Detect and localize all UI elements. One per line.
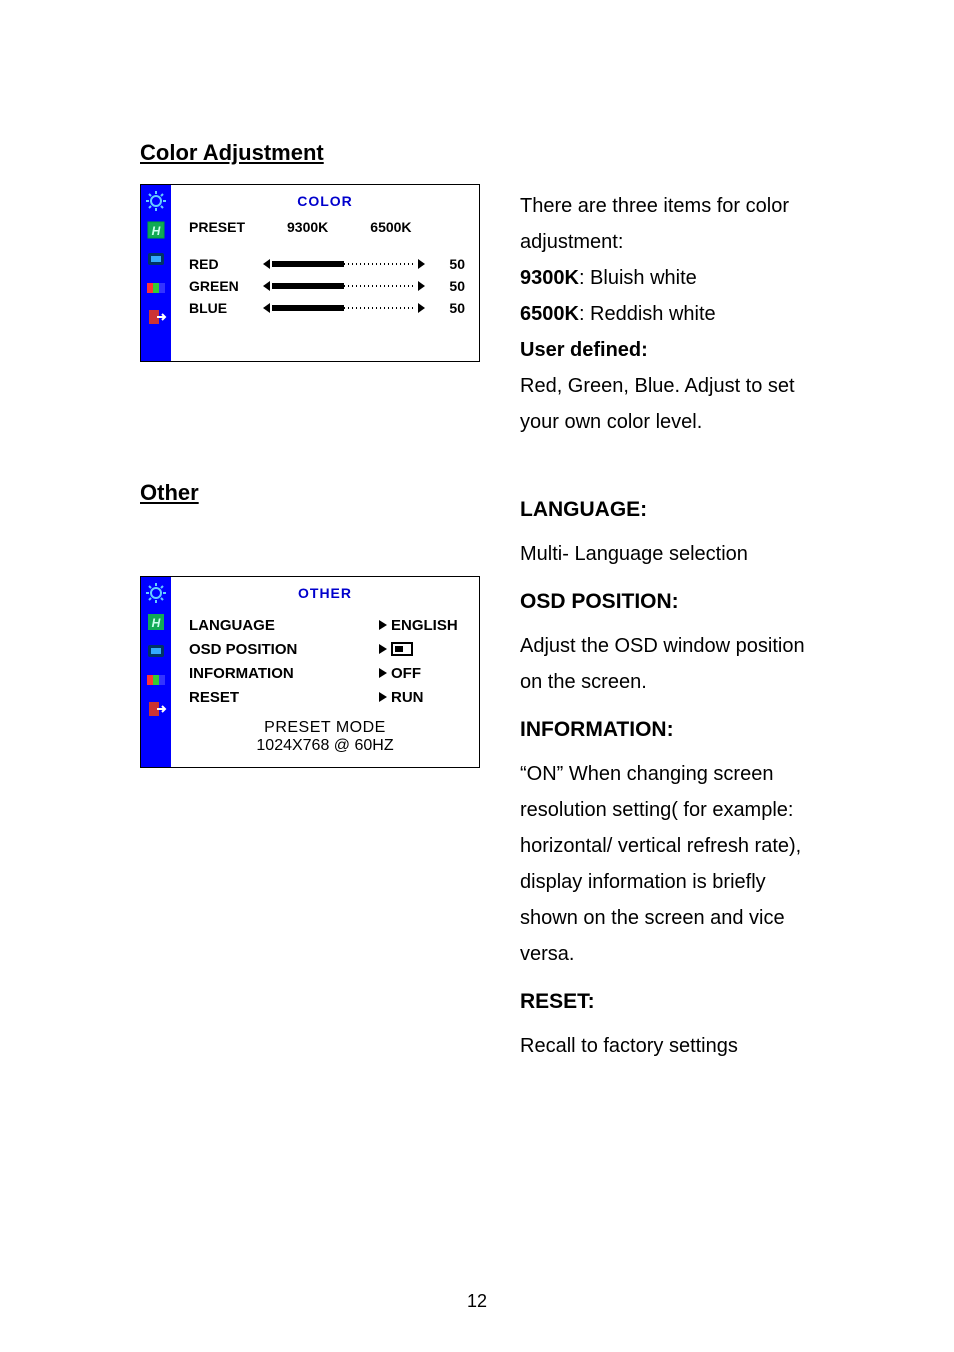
color-rgb-icon[interactable] <box>143 275 169 301</box>
k1-text: : Bluish white <box>579 267 697 289</box>
rgb-sliders: RED 50 GREEN <box>171 247 479 333</box>
osd-color-panel: H COLOR PRESET 9300K <box>140 184 480 362</box>
text-reset: Recall to factory settings <box>520 1028 824 1064</box>
text-information: “ON” When changing screen resolution set… <box>520 756 824 972</box>
chevron-right-icon[interactable] <box>418 259 425 269</box>
geometry-icon[interactable] <box>143 638 169 664</box>
image-icon[interactable]: H <box>143 609 169 635</box>
k2-text: : Reddish white <box>579 303 716 325</box>
heading-other: Other <box>140 480 480 506</box>
svg-text:H: H <box>152 224 161 238</box>
head-reset: RESET: <box>520 982 824 1022</box>
slider-bar[interactable] <box>272 261 416 267</box>
value-green: 50 <box>435 278 465 294</box>
text-language: Multi- Language selection <box>520 536 824 572</box>
row-osd-position[interactable]: OSD POSITION <box>189 637 463 661</box>
head-language: LANGUAGE: <box>520 490 824 530</box>
osd-title-color: COLOR <box>171 185 479 215</box>
row-reset[interactable]: RESET RUN <box>189 685 463 709</box>
slider-green[interactable]: GREEN 50 <box>189 275 465 297</box>
chevron-right-icon <box>379 692 387 702</box>
k1-label: 9300K <box>520 267 579 289</box>
brightness-icon[interactable] <box>143 580 169 606</box>
preset-mode-label: PRESET MODE <box>171 719 479 737</box>
slider-control[interactable] <box>263 259 425 269</box>
color-rgb-icon[interactable] <box>143 667 169 693</box>
slider-blue[interactable]: BLUE 50 <box>189 297 465 319</box>
geometry-icon[interactable] <box>143 246 169 272</box>
svg-text:H: H <box>152 616 161 630</box>
other-description: LANGUAGE: Multi- Language selection OSD … <box>520 480 824 1064</box>
chevron-right-icon <box>379 668 387 678</box>
row-language[interactable]: LANGUAGE ENGLISH <box>189 613 463 637</box>
chevron-left-icon[interactable] <box>263 259 270 269</box>
value-reset: RUN <box>391 689 424 706</box>
preset-6500k[interactable]: 6500K <box>370 219 411 235</box>
slider-bar[interactable] <box>272 283 416 289</box>
section-other: Other H <box>140 480 824 1064</box>
brightness-icon[interactable] <box>143 188 169 214</box>
slider-red[interactable]: RED 50 <box>189 253 465 275</box>
osd-sidebar: H <box>141 577 171 767</box>
value-blue: 50 <box>435 300 465 316</box>
preset-9300k[interactable]: 9300K <box>287 219 328 235</box>
head-information: INFORMATION: <box>520 710 824 750</box>
preset-mode-block: PRESET MODE 1024X768 @ 60HZ <box>171 713 479 765</box>
osd-body: COLOR PRESET 9300K 6500K RED <box>171 185 479 361</box>
label-red: RED <box>189 256 253 272</box>
exit-icon[interactable] <box>143 304 169 330</box>
slider-control[interactable] <box>263 303 425 313</box>
label-information: INFORMATION <box>189 665 379 682</box>
chevron-right-icon <box>379 620 387 630</box>
slider-control[interactable] <box>263 281 425 291</box>
osd-title-other: OTHER <box>171 577 479 607</box>
left-col-other: Other H <box>140 480 480 768</box>
exit-icon[interactable] <box>143 696 169 722</box>
osd-color-panel-wrap: H COLOR PRESET 9300K <box>140 184 480 362</box>
heading-color-adjustment: Color Adjustment <box>140 140 824 166</box>
position-icon <box>391 642 413 656</box>
section-color-adjustment: H COLOR PRESET 9300K <box>140 184 824 440</box>
row-information[interactable]: INFORMATION OFF <box>189 661 463 685</box>
preset-row: PRESET 9300K 6500K <box>171 215 479 247</box>
value-red: 50 <box>435 256 465 272</box>
label-reset: RESET <box>189 689 379 706</box>
desc-userdef-label: User defined: <box>520 332 824 368</box>
k2-label: 6500K <box>520 303 579 325</box>
label-green: GREEN <box>189 278 253 294</box>
osd-body: OTHER LANGUAGE ENGLISH OSD POSITION INFO… <box>171 577 479 767</box>
chevron-left-icon[interactable] <box>263 281 270 291</box>
slider-bar[interactable] <box>272 305 416 311</box>
label-blue: BLUE <box>189 300 253 316</box>
desc-6500k: 6500K: Reddish white <box>520 296 824 332</box>
osd-sidebar: H <box>141 185 171 361</box>
color-description: There are three items for color adjustme… <box>520 184 824 440</box>
desc-intro: There are three items for color adjustme… <box>520 188 824 260</box>
other-list: LANGUAGE ENGLISH OSD POSITION INFORMATIO… <box>171 607 479 713</box>
chevron-right-icon <box>379 644 387 654</box>
preset-label[interactable]: PRESET <box>189 219 245 235</box>
desc-userdef-text: Red, Green, Blue. Adjust to set your own… <box>520 368 824 440</box>
page-number: 12 <box>0 1291 954 1312</box>
chevron-right-icon[interactable] <box>418 303 425 313</box>
value-language: ENGLISH <box>391 617 458 634</box>
label-osd-position: OSD POSITION <box>189 641 379 658</box>
chevron-right-icon[interactable] <box>418 281 425 291</box>
text-osd-position: Adjust the OSD window position on the sc… <box>520 628 824 700</box>
chevron-left-icon[interactable] <box>263 303 270 313</box>
label-language: LANGUAGE <box>189 617 379 634</box>
value-information: OFF <box>391 665 421 682</box>
image-icon[interactable]: H <box>143 217 169 243</box>
osd-other-panel: H OTHER LANGUAGE <box>140 576 480 768</box>
head-osd-position: OSD POSITION: <box>520 582 824 622</box>
desc-9300k: 9300K: Bluish white <box>520 260 824 296</box>
page: Color Adjustment H <box>0 0 954 1352</box>
preset-mode-value: 1024X768 @ 60HZ <box>171 737 479 755</box>
ud-label: User defined: <box>520 339 648 361</box>
